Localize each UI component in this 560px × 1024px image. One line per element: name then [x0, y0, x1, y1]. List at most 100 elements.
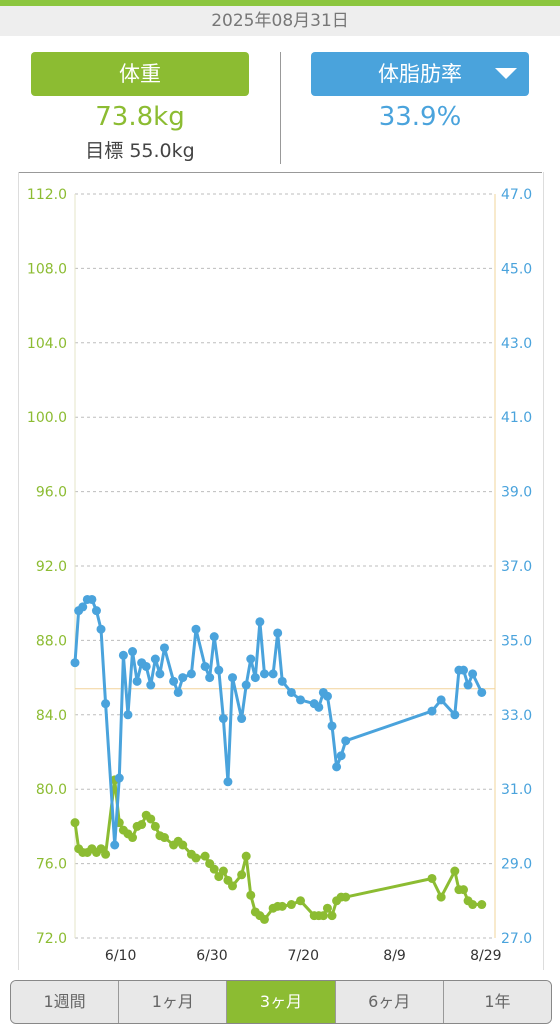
- weight-data-point: [427, 873, 437, 883]
- right-axis-tick-label: 35.0: [501, 633, 532, 649]
- weight-data-point: [459, 885, 468, 895]
- fat-data-point: [286, 687, 296, 697]
- top-accent-bar: [0, 0, 560, 6]
- weight-data-point: [218, 866, 228, 876]
- fat-data-point: [228, 673, 237, 683]
- panel-divider: [280, 52, 281, 164]
- period-selector: 1週間 1ヶ月 3ヶ月 6ヶ月 1年: [10, 980, 552, 1024]
- fat-data-point: [169, 676, 179, 686]
- fat-data-point: [141, 661, 151, 671]
- fat-data-point: [146, 680, 156, 690]
- weight-data-point: [70, 818, 80, 828]
- weight-data-point: [241, 851, 251, 861]
- left-axis-tick-label: 100.0: [27, 410, 67, 426]
- weight-data-point: [468, 900, 478, 910]
- caret-down-icon[interactable]: [495, 68, 517, 79]
- period-1month[interactable]: 1ヶ月: [119, 981, 228, 1023]
- fat-data-point: [209, 632, 219, 642]
- weight-data-point: [101, 849, 111, 859]
- weight-data-point: [178, 840, 188, 850]
- weight-data-point: [277, 901, 287, 911]
- weight-data-point: [228, 881, 237, 891]
- fat-data-point: [268, 669, 278, 679]
- right-axis-tick-label: 37.0: [501, 559, 532, 575]
- fat-data-point: [427, 706, 437, 716]
- x-axis-tick-label: 6/30: [196, 948, 227, 964]
- fat-data-point: [200, 661, 210, 671]
- period-1year[interactable]: 1年: [443, 981, 551, 1023]
- fat-data-point: [218, 714, 228, 724]
- header-divider: [18, 172, 542, 173]
- left-axis-tick-label: 80.0: [36, 782, 67, 798]
- fat-data-point: [336, 751, 346, 761]
- fat-data-point: [223, 777, 233, 787]
- fat-tab-label: 体脂肪率: [378, 62, 462, 86]
- period-1week[interactable]: 1週間: [11, 981, 120, 1023]
- fat-data-point: [118, 650, 128, 660]
- left-axis-tick-label: 104.0: [27, 336, 67, 352]
- fat-data-point: [191, 624, 201, 634]
- date-header: 2025年08月31日: [0, 6, 560, 36]
- fat-data-point: [296, 695, 306, 705]
- weight-data-point: [296, 896, 306, 906]
- weight-data-point: [436, 892, 446, 902]
- weight-data-point: [259, 914, 269, 924]
- fat-data-point: [241, 680, 251, 690]
- weight-fat-chart[interactable]: 112.0 47.0 108.0 45.0 104.0 43.0 100.0 41.0 96.0…: [19, 172, 543, 970]
- fat-data-point: [259, 669, 269, 679]
- weight-series-line: [73, 778, 482, 921]
- fat-data-point: [155, 669, 165, 679]
- fat-dropdown-button[interactable]: 体脂肪率: [311, 52, 529, 96]
- fat-data-point: [132, 676, 142, 686]
- left-axis-tick-label: 92.0: [36, 559, 67, 575]
- weight-data-point: [318, 911, 328, 921]
- right-axis-tick-label: 27.0: [501, 931, 532, 947]
- weight-data-point: [146, 814, 156, 824]
- fat-data-point: [459, 665, 468, 675]
- weight-data-point: [200, 851, 210, 861]
- weight-data-point: [209, 864, 219, 874]
- weight-data-point: [191, 853, 201, 863]
- weight-tab-button[interactable]: 体重: [31, 52, 249, 96]
- fat-data-point: [277, 676, 287, 686]
- fat-data-point: [186, 669, 196, 679]
- x-axis-tick-label: 6/10: [105, 948, 136, 964]
- fat-data-point: [96, 624, 106, 634]
- fat-data-point: [468, 669, 478, 679]
- left-axis-tick-label: 84.0: [36, 708, 67, 724]
- fat-data-point: [332, 762, 342, 772]
- x-axis-tick-label: 8/9: [383, 948, 406, 964]
- left-axis-tick-label: 76.0: [36, 857, 67, 873]
- x-axis-tick-label: 8/29: [470, 948, 501, 964]
- fat-value: 33.9%: [378, 102, 462, 132]
- fat-data-point: [477, 687, 487, 697]
- fat-data-point: [123, 710, 133, 720]
- fat-data-point: [128, 647, 138, 657]
- fat-data-point: [87, 594, 97, 604]
- right-axis-tick-label: 29.0: [501, 857, 532, 873]
- chart-area[interactable]: 112.0 47.0 108.0 45.0 104.0 43.0 100.0 41.0 96.0…: [18, 172, 544, 970]
- fat-data-point: [114, 773, 124, 783]
- fat-data-point: [91, 606, 101, 616]
- fat-panel: 体脂肪率 33.9%: [311, 52, 529, 167]
- fat-data-point: [450, 710, 460, 720]
- fat-data-point: [78, 602, 88, 612]
- fat-data-point: [322, 691, 332, 701]
- period-3months[interactable]: 3ヶ月: [227, 981, 336, 1023]
- weight-data-point: [150, 821, 160, 831]
- fat-data-point: [246, 654, 256, 664]
- period-6months[interactable]: 6ヶ月: [335, 981, 444, 1023]
- fat-data-point: [463, 680, 473, 690]
- fat-data-point: [436, 695, 446, 705]
- weight-panel: 体重 73.8kg 目標 55.0kg: [31, 52, 249, 167]
- weight-goal: 目標 55.0kg: [85, 140, 195, 162]
- right-axis-tick-label: 45.0: [501, 261, 532, 277]
- right-axis-tick-label: 33.0: [501, 708, 532, 724]
- fat-data-point: [101, 699, 111, 709]
- fat-data-point: [159, 643, 169, 653]
- fat-data-point: [341, 736, 351, 746]
- fat-data-point: [314, 702, 324, 712]
- right-axis-tick-label: 41.0: [501, 410, 532, 426]
- left-axis-tick-label: 72.0: [36, 931, 67, 947]
- weight-data-point: [341, 892, 351, 902]
